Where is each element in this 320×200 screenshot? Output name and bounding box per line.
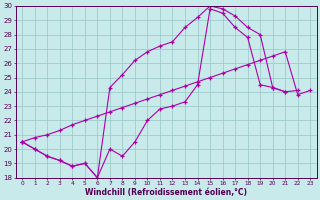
X-axis label: Windchill (Refroidissement éolien,°C): Windchill (Refroidissement éolien,°C) [85,188,247,197]
